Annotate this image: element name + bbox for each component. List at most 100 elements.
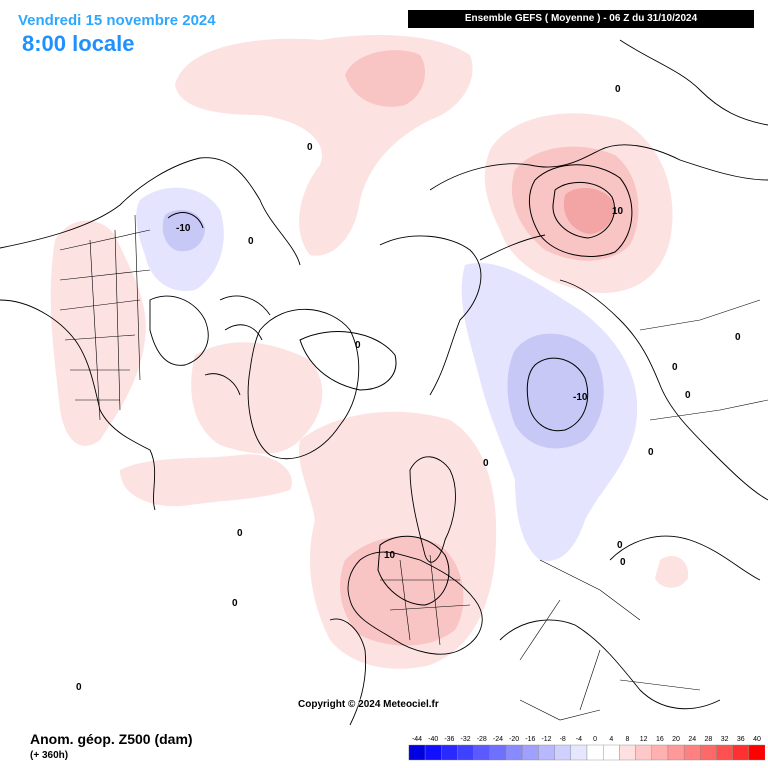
- coast-kamchatka: [619, 39, 768, 126]
- anomaly-pos-asia-east: [655, 556, 689, 588]
- borders: [59, 214, 768, 721]
- legend-swatch: [505, 744, 523, 761]
- anomaly-pos-siberia-core: [563, 188, 614, 234]
- legend-tick-label: 24: [688, 736, 696, 743]
- legend-tick-label: 40: [753, 736, 761, 743]
- legend-swatch: [489, 744, 507, 761]
- legend-swatch: [683, 744, 701, 761]
- legend-tick-label: 12: [640, 736, 648, 743]
- label-neg10-russia: -10: [573, 392, 588, 403]
- coast-scandinavia: [409, 456, 456, 563]
- legend-tick-label: 28: [705, 736, 713, 743]
- coast-southeast-asia: [609, 535, 761, 581]
- label-zero-9: 0: [648, 447, 654, 458]
- legend-tick-label: -24: [493, 736, 503, 743]
- legend-swatch: [457, 744, 474, 761]
- label-neg10-canada: -10: [176, 223, 191, 234]
- legend-swatch: [651, 744, 669, 761]
- label-zero-4: 0: [615, 84, 621, 95]
- coast-north-america: [0, 299, 156, 511]
- legend-swatch: [441, 744, 458, 761]
- copyright-notice: Copyright © 2024 Meteociel.fr: [298, 699, 439, 710]
- anomaly-neg-russia-core: [507, 333, 604, 449]
- legend-swatch: [522, 744, 539, 761]
- anomaly-pos-pacific-north-core: [345, 50, 425, 107]
- coast-asia: [479, 234, 768, 501]
- legend-tick-label: -20: [509, 736, 519, 743]
- legend-tick-label: -44: [412, 736, 422, 743]
- legend-tick-label: 20: [672, 736, 680, 743]
- label-zero-2: 0: [248, 236, 254, 247]
- label-zero-11: 0: [685, 390, 691, 401]
- legend-swatch: [473, 744, 491, 761]
- contour-zero-greenland: [299, 331, 397, 391]
- coast-iberia-africa: [329, 618, 367, 726]
- label-zero-7: 0: [76, 682, 82, 693]
- anomaly-neg-canada-core: [162, 209, 205, 252]
- coast-hudson: [149, 295, 209, 366]
- legend-swatch: [586, 744, 604, 761]
- legend-tick-label: -36: [444, 736, 454, 743]
- model-header: Ensemble GEFS ( Moyenne ) - 06 Z du 31/1…: [408, 10, 754, 28]
- legend-tick-label: 16: [656, 736, 664, 743]
- contour-pos10-siberia: [528, 164, 633, 258]
- label-zero-10: 0: [672, 362, 678, 373]
- label-zero-1: 0: [307, 142, 313, 153]
- legend-swatch: [700, 744, 717, 761]
- coastlines: [0, 39, 768, 726]
- anomaly-pos-atlantic: [120, 454, 292, 507]
- anomaly-pos-greenland: [191, 342, 323, 454]
- legend-swatch: [667, 744, 685, 761]
- coast-siberia-north: [429, 144, 768, 191]
- legend-tick-label: -8: [560, 736, 566, 743]
- label-zero-13: 0: [620, 557, 626, 568]
- lead-time: (+ 360h): [30, 750, 69, 761]
- legend-swatch: [408, 744, 426, 761]
- coast-arctic-islands: [204, 295, 271, 396]
- legend-swatch: [748, 744, 765, 761]
- contours: [167, 164, 633, 606]
- anomaly-pos-europe-core: [340, 536, 464, 646]
- contour-labels: -10 10 -10 10 0 0 0 0 0 0 0 0 0 0 0 0 0 …: [76, 84, 741, 693]
- legend-tick-label: 0: [593, 736, 597, 743]
- legend-tick-label: 8: [626, 736, 630, 743]
- legend-swatch: [424, 744, 442, 761]
- contour-neg10-canada: [167, 212, 204, 229]
- legend-swatch: [602, 744, 620, 761]
- label-zero-8: 0: [483, 458, 489, 469]
- variable-name: Anom. géop. Z500 (dam): [30, 731, 193, 747]
- label-pos10-europe: 10: [384, 550, 396, 561]
- legend-tick-label: -32: [461, 736, 471, 743]
- coast-arctic-ring: [379, 235, 482, 396]
- legend-tick-label: -4: [576, 736, 582, 743]
- legend-swatch: [732, 744, 750, 761]
- color-legend: -44 -40 -36 -32 -28 -24 -20 -16 -12 -8 -4 0 4 8 12 16 20…: [408, 736, 765, 761]
- legend-tick-label: 32: [721, 736, 729, 743]
- legend-tick-label: 4: [609, 736, 613, 743]
- label-zero-14: 0: [735, 332, 741, 343]
- legend-swatch: [570, 744, 588, 761]
- forecast-time: 8:00 locale: [22, 31, 135, 56]
- legend-tick-label: 36: [737, 736, 745, 743]
- coast-greenland: [247, 308, 360, 460]
- legend-tick-label: -40: [428, 736, 438, 743]
- legend-swatch: [635, 744, 652, 761]
- coast-pacific-rim: [0, 157, 301, 266]
- anomaly-pos-north-america: [50, 220, 146, 446]
- contour-pos10-siberia-inner: [552, 181, 615, 239]
- forecast-date: Vendredi 15 novembre 2024: [18, 12, 216, 29]
- legend-swatch: [554, 744, 572, 761]
- legend-swatch: [716, 744, 733, 761]
- legend-swatch: [538, 744, 555, 761]
- label-zero-5: 0: [237, 528, 243, 539]
- legend-tick-label: -12: [541, 736, 551, 743]
- contour-neg10-russia: [526, 357, 589, 432]
- legend-swatch: [619, 744, 636, 761]
- positive-anomaly-areas: [50, 35, 689, 669]
- label-zero-6: 0: [232, 598, 238, 609]
- label-zero-12: 0: [617, 540, 623, 551]
- legend-tick-label: -28: [477, 736, 487, 743]
- coast-europe: [347, 551, 483, 655]
- legend-tick-label: -16: [525, 736, 535, 743]
